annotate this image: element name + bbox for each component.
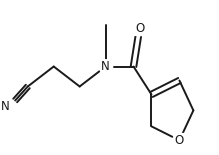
Text: O: O	[175, 134, 184, 147]
Text: N: N	[1, 100, 10, 113]
Text: N: N	[101, 60, 110, 73]
Text: O: O	[135, 22, 144, 35]
